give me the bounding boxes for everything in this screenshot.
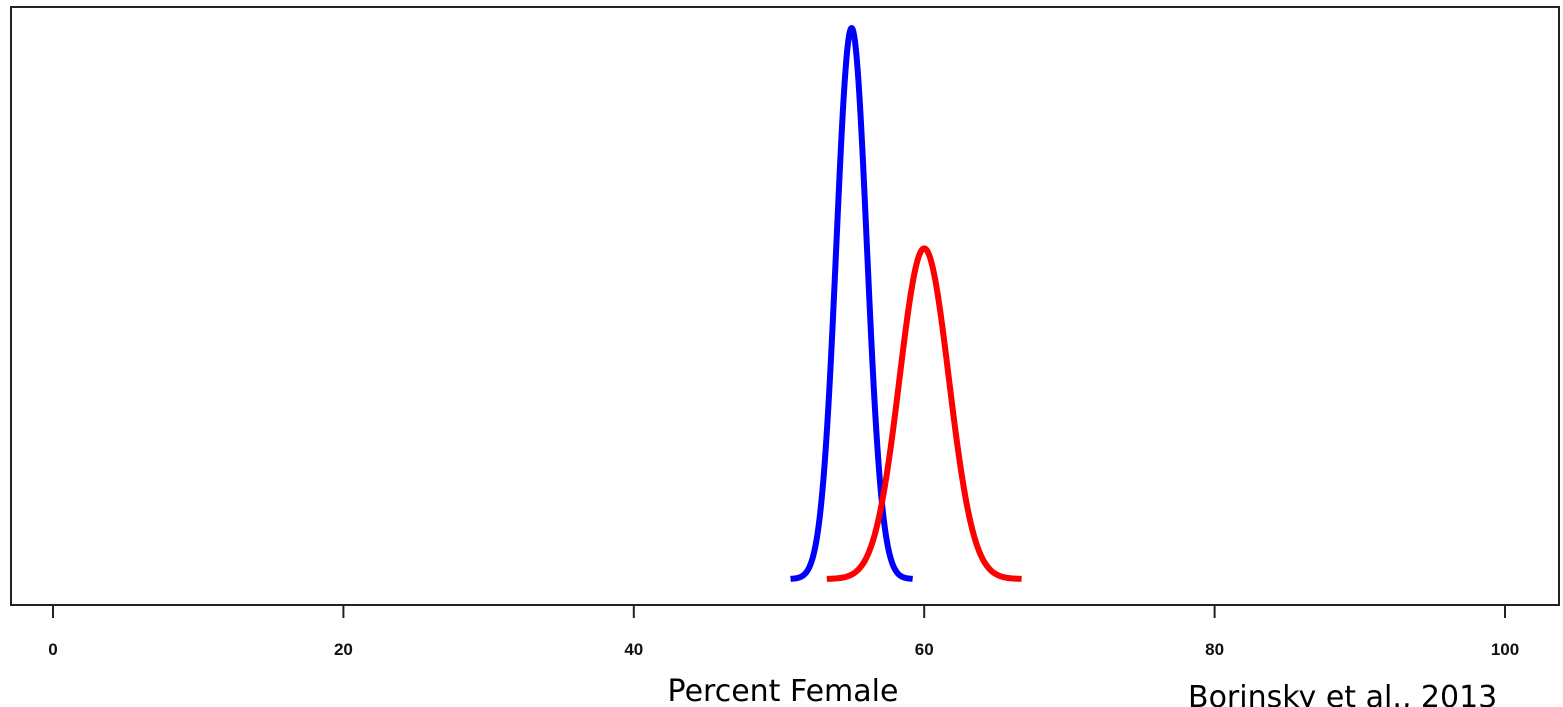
x-tick-label-40: 40 bbox=[624, 640, 643, 659]
x-axis-label: Percent Female bbox=[668, 674, 899, 707]
citation-text: Borinsky et al., 2013 bbox=[1188, 680, 1497, 707]
series-line-1 bbox=[826, 245, 1022, 582]
x-tick-label-60: 60 bbox=[915, 640, 934, 659]
x-ticks bbox=[52, 605, 1506, 618]
x-tick-label-0: 0 bbox=[48, 640, 57, 659]
series-layer bbox=[790, 25, 1022, 582]
x-tick-label-20: 20 bbox=[334, 640, 353, 659]
x-tick-label-100: 100 bbox=[1491, 640, 1519, 659]
series-line-0 bbox=[790, 25, 913, 582]
x-tick-label-80: 80 bbox=[1205, 640, 1224, 659]
plot-frame bbox=[10, 6, 1560, 606]
x-tick-labels: 0 20 40 60 80 100 bbox=[48, 640, 1519, 659]
